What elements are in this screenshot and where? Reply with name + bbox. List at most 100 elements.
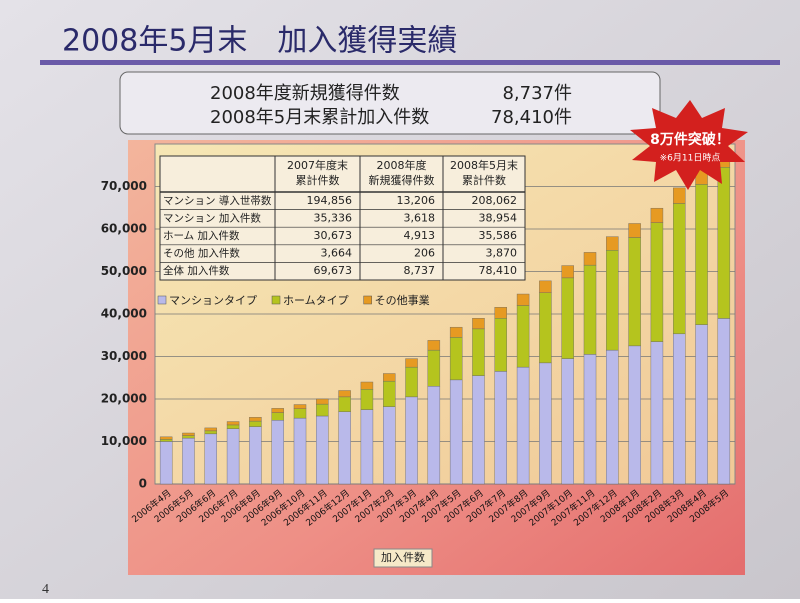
table-cell: 8,737: [404, 264, 436, 277]
bar-segment: [628, 223, 641, 238]
bar-segment: [293, 417, 307, 485]
bar-segment: [472, 318, 485, 330]
bar-segment: [204, 427, 217, 432]
table-header: 累計件数: [462, 173, 506, 187]
bar-segment: [494, 307, 507, 319]
y-tick-label: 60,000: [101, 222, 147, 236]
bar-segment: [405, 366, 418, 398]
bar-segment: [383, 373, 396, 382]
bar-segment: [628, 237, 641, 347]
table-header: 2007年度末: [287, 158, 348, 172]
title: 2008年5月末 加入獲得実績: [62, 24, 457, 59]
summary-label: 2008年5月末累計加入件数: [210, 107, 429, 128]
summary-box: [119, 71, 661, 135]
table-cell: 206: [414, 247, 435, 260]
bar-segment: [405, 358, 418, 368]
y-tick-label: 70,000: [101, 179, 147, 193]
x-axis-label: 加入件数: [381, 551, 425, 564]
y-tick-label: 40,000: [101, 307, 147, 321]
table-cell: 3,618: [404, 211, 436, 224]
bar-segment: [360, 381, 374, 390]
table-header: 2008年度: [377, 158, 427, 172]
title-underline: [40, 60, 780, 65]
bar-segment: [427, 349, 441, 387]
table-row-label: 全体 加入件数: [163, 264, 230, 277]
summary-label: 2008年度新規獲得件数: [210, 83, 400, 104]
table-cell: 78,410: [479, 264, 518, 277]
bar-segment: [539, 280, 552, 293]
bar-segment: [427, 386, 441, 485]
bar-segment: [673, 203, 686, 335]
bar-segment: [606, 250, 619, 351]
bar-segment: [249, 426, 262, 485]
bar-segment: [204, 430, 217, 435]
legend-swatch: [157, 295, 167, 305]
legend-label: マンションタイプ: [169, 294, 257, 307]
table-row-label: マンション 導入世帯数: [163, 194, 272, 207]
bar-segment: [204, 433, 217, 485]
bar-segment: [539, 362, 552, 485]
bar-segment: [159, 439, 173, 442]
bar-segment: [561, 277, 574, 359]
bar-segment: [650, 207, 664, 223]
bar-segment: [182, 432, 195, 436]
bar-segment: [360, 389, 374, 410]
table-cell: 3,664: [321, 247, 353, 260]
bar-segment: [628, 345, 641, 485]
bar-segment: [516, 305, 530, 368]
bar-segment: [583, 252, 597, 266]
bar-segment: [673, 333, 686, 485]
table-header: 2008年5月末: [450, 158, 518, 172]
y-tick-label: 0: [139, 477, 147, 491]
bar-segment: [695, 184, 708, 325]
table-cell: 194,856: [307, 194, 353, 207]
bar-segment: [338, 396, 351, 412]
bar-segment: [449, 379, 463, 485]
y-tick-label: 30,000: [101, 349, 147, 363]
bar-segment: [472, 375, 485, 485]
table-header: 累計件数: [296, 173, 340, 187]
y-tick-label: 20,000: [101, 392, 147, 406]
bar-segment: [583, 264, 597, 355]
bar-segment: [561, 358, 574, 485]
x-label-box: [373, 548, 433, 568]
bar-segment: [673, 187, 686, 204]
bar-segment: [226, 428, 240, 485]
bar-segment: [159, 436, 173, 440]
summary-value: 78,410件: [491, 107, 572, 128]
bar-segment: [516, 366, 530, 485]
table-row-label: ホーム 加入件数: [163, 229, 240, 242]
table-cell: 35,336: [314, 211, 353, 224]
bar-segment: [494, 318, 507, 372]
bar-segment: [449, 326, 463, 338]
bar-segment: [383, 380, 396, 407]
table-header: 新規獲得件数: [369, 173, 435, 187]
table-cell: 3,870: [486, 247, 518, 260]
bar-segment: [561, 265, 574, 279]
bar-segment: [271, 408, 284, 413]
bar-segment: [293, 408, 307, 419]
bar-segment: [606, 349, 619, 485]
bar-segment: [271, 412, 284, 421]
bar-segment: [316, 398, 329, 405]
legend-label: ホームタイプ: [283, 294, 349, 307]
bar-segment: [249, 420, 262, 427]
table-cell: 4,913: [404, 229, 436, 242]
bar-segment: [494, 371, 507, 485]
bar-segment: [383, 406, 396, 485]
chart: 0 10,000 20,000 30,000 40,000 50,000 60,000 70,…: [101, 143, 736, 568]
bar-segment: [472, 328, 485, 376]
legend-swatch: [363, 295, 372, 305]
bar-segment: [249, 417, 262, 422]
bar-segment: [226, 421, 240, 426]
bar-segment: [405, 396, 418, 485]
table-cell: 35,586: [479, 229, 518, 242]
table-row-label: マンション 加入件数: [163, 211, 261, 224]
bar-segment: [583, 354, 597, 485]
bar-segment: [449, 337, 463, 381]
bar-segment: [539, 292, 552, 364]
table-cell: 208,062: [472, 194, 518, 207]
bar-segment: [271, 420, 284, 485]
legend-swatch: [271, 295, 281, 305]
table-cell: 13,206: [397, 194, 436, 207]
